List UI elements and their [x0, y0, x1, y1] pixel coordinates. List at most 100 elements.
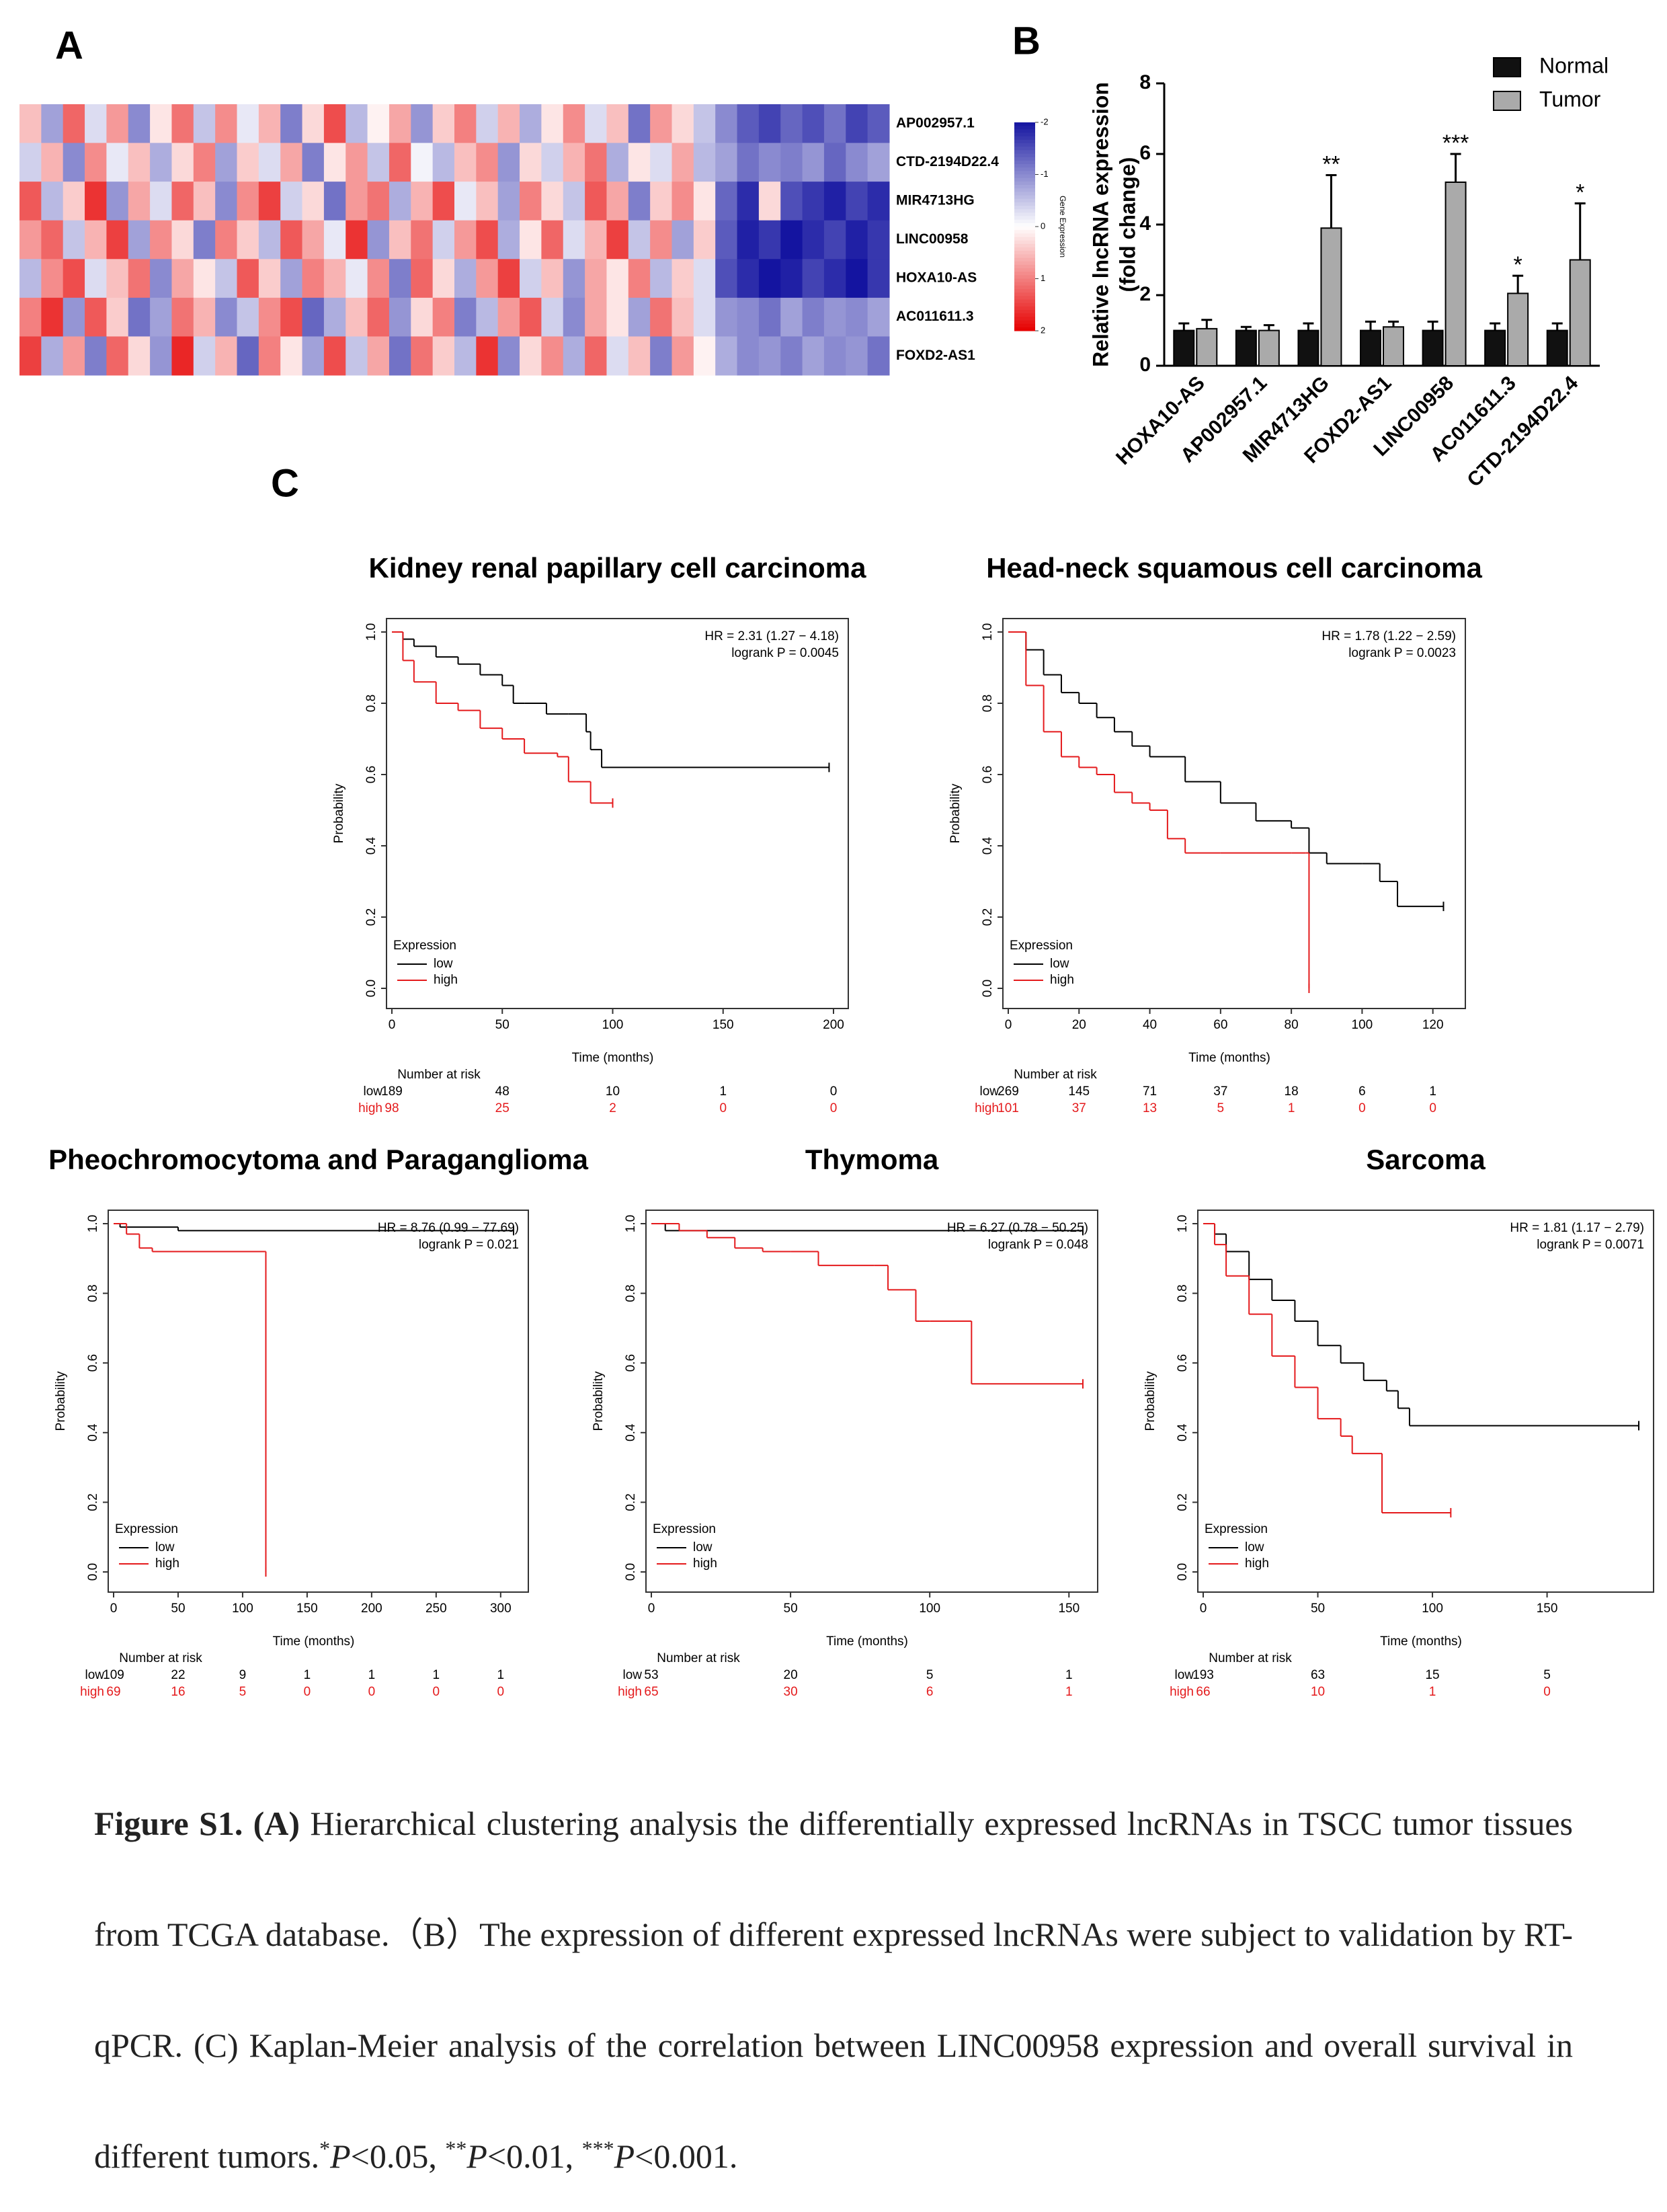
heatmap-cell — [41, 182, 64, 221]
heatmap-cell — [628, 220, 651, 260]
colorbar-tick-label: 0 — [1041, 221, 1045, 231]
heatmap-cell — [19, 182, 42, 221]
heatmap-cell — [541, 336, 564, 376]
x-tick-label: 40 — [1143, 1018, 1157, 1032]
chart-title: Head-neck squamous cell carcinoma — [986, 552, 1482, 584]
x-tick-label: 0 — [110, 1602, 118, 1616]
heatmap-cell — [106, 104, 129, 144]
panel-label: A — [55, 24, 83, 67]
heatmap-cell — [780, 336, 803, 376]
significance-label: *** — [1442, 130, 1469, 156]
heatmap-cell — [19, 297, 42, 337]
heatmap-cell — [367, 336, 390, 376]
risk-value: 1 — [497, 1668, 505, 1682]
risk-value: 30 — [784, 1685, 798, 1699]
colorbar-step — [1014, 320, 1035, 325]
heatmap-cell — [258, 336, 281, 376]
heatmap-cell — [41, 259, 64, 299]
legend-swatch — [1493, 91, 1521, 111]
risk-value: 189 — [381, 1084, 403, 1099]
heatmap-cell — [650, 182, 672, 221]
heatmap-cell — [389, 182, 411, 221]
legend-title: Expression — [1010, 939, 1073, 953]
risk-value: 25 — [495, 1101, 510, 1115]
colorbar-label: Gene Expression — [1058, 196, 1067, 258]
heatmap-cell — [715, 104, 738, 144]
x-tick-label: 50 — [784, 1602, 798, 1616]
heatmap-cell — [237, 336, 259, 376]
y-axis-label: (fold change) — [1115, 157, 1139, 292]
heatmap-cell — [497, 182, 520, 221]
hr-text: HR = 8.76 (0.99 − 77.69) — [378, 1221, 519, 1235]
risk-row-label: high — [358, 1101, 382, 1115]
heatmap-cell — [237, 259, 259, 299]
heatmap-cell — [454, 259, 477, 299]
colorbar-step — [1014, 126, 1035, 130]
y-tick-label: 0.8 — [981, 695, 995, 712]
significance-label: ** — [1322, 151, 1340, 177]
risk-value: 16 — [171, 1685, 185, 1699]
heatmap-cell — [280, 336, 303, 376]
figure: A AP002957.1 CTD-2194D22.4 MIR4713HG LINC009… — [19, 19, 1654, 1699]
heatmap-cell — [237, 104, 259, 144]
heatmap-cell — [128, 297, 151, 337]
error-bar — [1574, 202, 1586, 260]
plot-frame — [108, 1210, 529, 1593]
risk-value: 37 — [1213, 1084, 1227, 1099]
heatmap-cell — [432, 104, 455, 144]
legend-swatch — [1493, 57, 1521, 77]
colorbar-tick-label: -1 — [1041, 169, 1049, 179]
y-tick-label: 0.4 — [364, 836, 378, 855]
heatmap-cell — [41, 220, 64, 260]
heatmap-cell — [823, 297, 846, 337]
heatmap-cell — [563, 297, 585, 337]
heatmap-cell — [150, 259, 172, 299]
colorbar-step — [1014, 188, 1035, 192]
legend-label: high — [1245, 1556, 1269, 1571]
colorbar-step — [1014, 233, 1035, 237]
heatmap-cell — [171, 259, 194, 299]
colorbar-step — [1014, 198, 1035, 203]
colorbar-step — [1014, 160, 1035, 165]
heatmap-cell — [237, 220, 259, 260]
bar — [1297, 329, 1319, 366]
caption-run: ** — [445, 2136, 467, 2161]
heatmap-cell — [693, 143, 716, 182]
heatmap-cell — [63, 259, 85, 299]
heatmap-cell — [628, 336, 651, 376]
heatmap-cell — [650, 259, 672, 299]
risk-value: 1 — [1065, 1668, 1073, 1682]
heatmap-cell — [823, 104, 846, 144]
risk-value: 53 — [644, 1668, 658, 1682]
colorbar-step — [1014, 317, 1035, 321]
heatmap-cell — [541, 220, 564, 260]
logrank-text: logrank P = 0.021 — [419, 1238, 519, 1252]
heatmap-cell — [780, 182, 803, 221]
hr-text: HR = 1.81 (1.17 − 2.79) — [1510, 1221, 1644, 1235]
heatmap-cell — [323, 104, 346, 144]
heatmap-cell — [85, 259, 107, 299]
y-tick-label: 0.4 — [624, 1423, 638, 1441]
risk-value: 101 — [998, 1101, 1019, 1115]
risk-value: 0 — [830, 1101, 838, 1115]
heatmap-cell — [19, 143, 42, 182]
x-tick-label: 100 — [919, 1602, 940, 1616]
colorbar-step — [1014, 209, 1035, 213]
bar — [1507, 292, 1529, 366]
heatmap-cell — [693, 104, 716, 144]
risk-value: 0 — [1429, 1101, 1436, 1115]
error-bar — [1512, 274, 1524, 294]
y-tick-label: 4 — [1139, 212, 1151, 235]
heatmap-cell — [106, 143, 129, 182]
heatmap-cell — [758, 259, 781, 299]
heatmap-cell — [128, 182, 151, 221]
y-tick-label: 0.2 — [364, 908, 378, 926]
risk-title: Number at risk — [119, 1651, 202, 1665]
bar — [1235, 329, 1257, 366]
heatmap-cell — [802, 220, 825, 260]
colorbar-step — [1014, 216, 1035, 221]
colorbar-tick-label: 1 — [1041, 273, 1045, 283]
y-tick-label: 0.6 — [624, 1354, 638, 1372]
heatmap-cell — [63, 220, 85, 260]
